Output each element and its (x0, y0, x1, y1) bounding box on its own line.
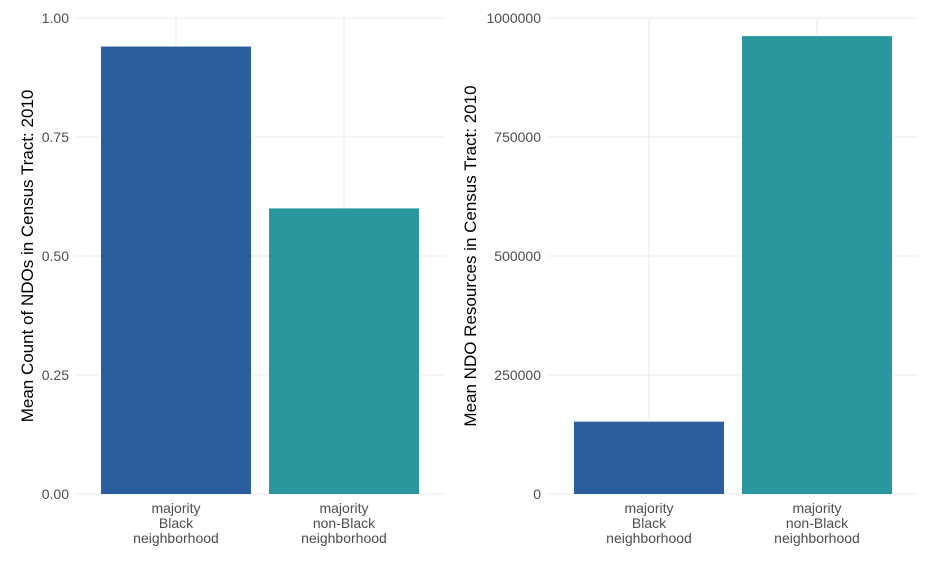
x-category-label: Black (632, 515, 667, 531)
x-category-label: non-Black (786, 515, 849, 531)
x-category-label: neighborhood (301, 530, 387, 546)
x-category-label: majority (319, 500, 368, 516)
y-tick-label: 500000 (494, 248, 541, 264)
bar-majority-black (574, 421, 724, 494)
x-category-label: neighborhood (774, 530, 860, 546)
y-axis-title: Mean NDO Resources in Census Tract: 2010 (461, 85, 480, 426)
x-category-label: majority (624, 500, 673, 516)
x-category-label: majority (792, 500, 841, 516)
bar-majority-non-black (742, 36, 892, 494)
bar-majority-black (101, 46, 251, 495)
x-category-label: Black (159, 515, 194, 531)
y-tick-label: 0.50 (42, 248, 69, 264)
y-tick-label: 0.00 (42, 486, 69, 502)
y-axis-title: Mean Count of NDOs in Census Tract: 2010 (18, 90, 37, 423)
y-tick-label: 0 (533, 486, 541, 502)
x-category-label: neighborhood (133, 530, 219, 546)
y-tick-label: 0.25 (42, 367, 69, 383)
x-category-label: non-Black (313, 515, 376, 531)
y-tick-label: 250000 (494, 367, 541, 383)
x-category-label: majority (151, 500, 200, 516)
x-category-label: neighborhood (606, 530, 692, 546)
y-tick-label: 750000 (494, 129, 541, 145)
y-tick-label: 0.75 (42, 129, 69, 145)
bar-majority-non-black (269, 208, 419, 494)
y-tick-label: 1000000 (486, 10, 541, 26)
y-tick-label: 1.00 (42, 10, 69, 26)
